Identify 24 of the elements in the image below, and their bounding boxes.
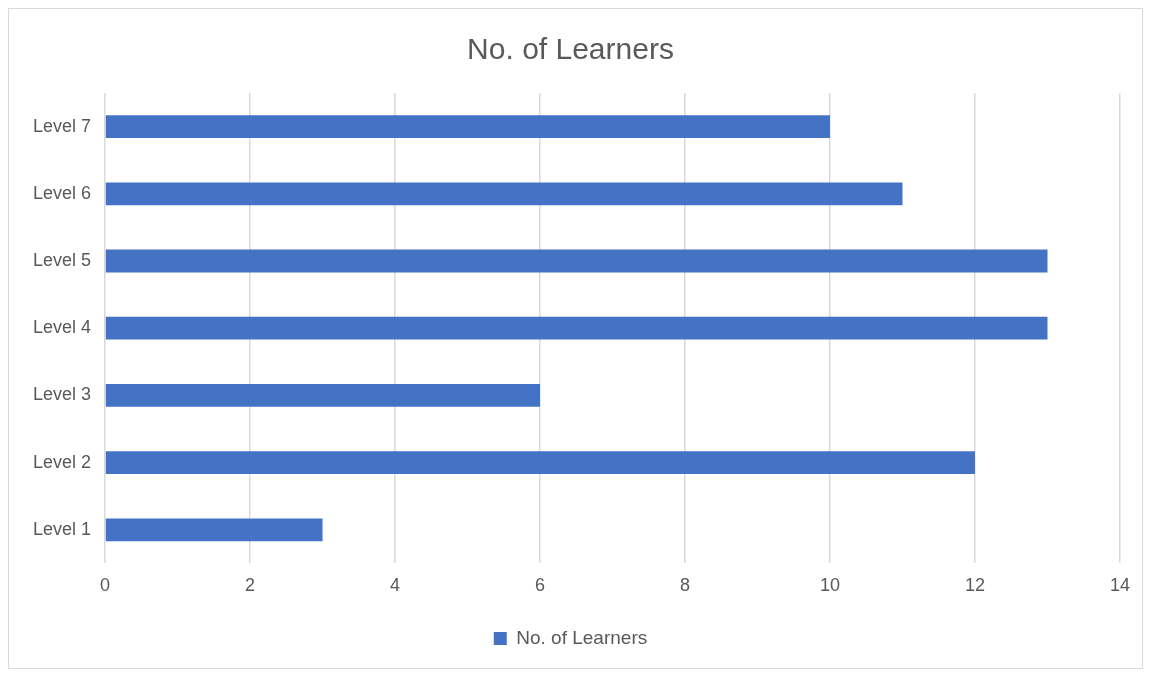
y-tick-label: Level 1	[33, 518, 92, 539]
bar	[105, 451, 975, 475]
bar	[105, 316, 1048, 340]
x-tick-label: 0	[100, 575, 111, 596]
x-tick-label: 8	[680, 575, 691, 596]
y-tick-label: Level 4	[33, 317, 92, 338]
x-tick-label: 6	[535, 575, 546, 596]
y-tick-label: Level 3	[33, 384, 92, 405]
y-tick-label: Level 6	[33, 182, 92, 203]
legend-label: No. of Learners	[516, 626, 648, 648]
x-tick-label: 12	[964, 575, 986, 596]
y-tick-label: Level 2	[33, 451, 92, 472]
y-tick-label: Level 5	[33, 249, 92, 270]
bar	[105, 182, 903, 206]
bar	[105, 115, 831, 139]
x-tick-label: 14	[1109, 575, 1130, 596]
bar	[105, 518, 323, 542]
chart-title: No. of Learners	[467, 32, 674, 66]
x-tick-label: 2	[245, 575, 256, 596]
y-tick-label: Level 7	[33, 115, 92, 136]
bar	[105, 383, 541, 407]
x-tick-label: 10	[819, 575, 841, 596]
bar	[105, 249, 1048, 273]
x-tick-label: 4	[390, 575, 401, 596]
